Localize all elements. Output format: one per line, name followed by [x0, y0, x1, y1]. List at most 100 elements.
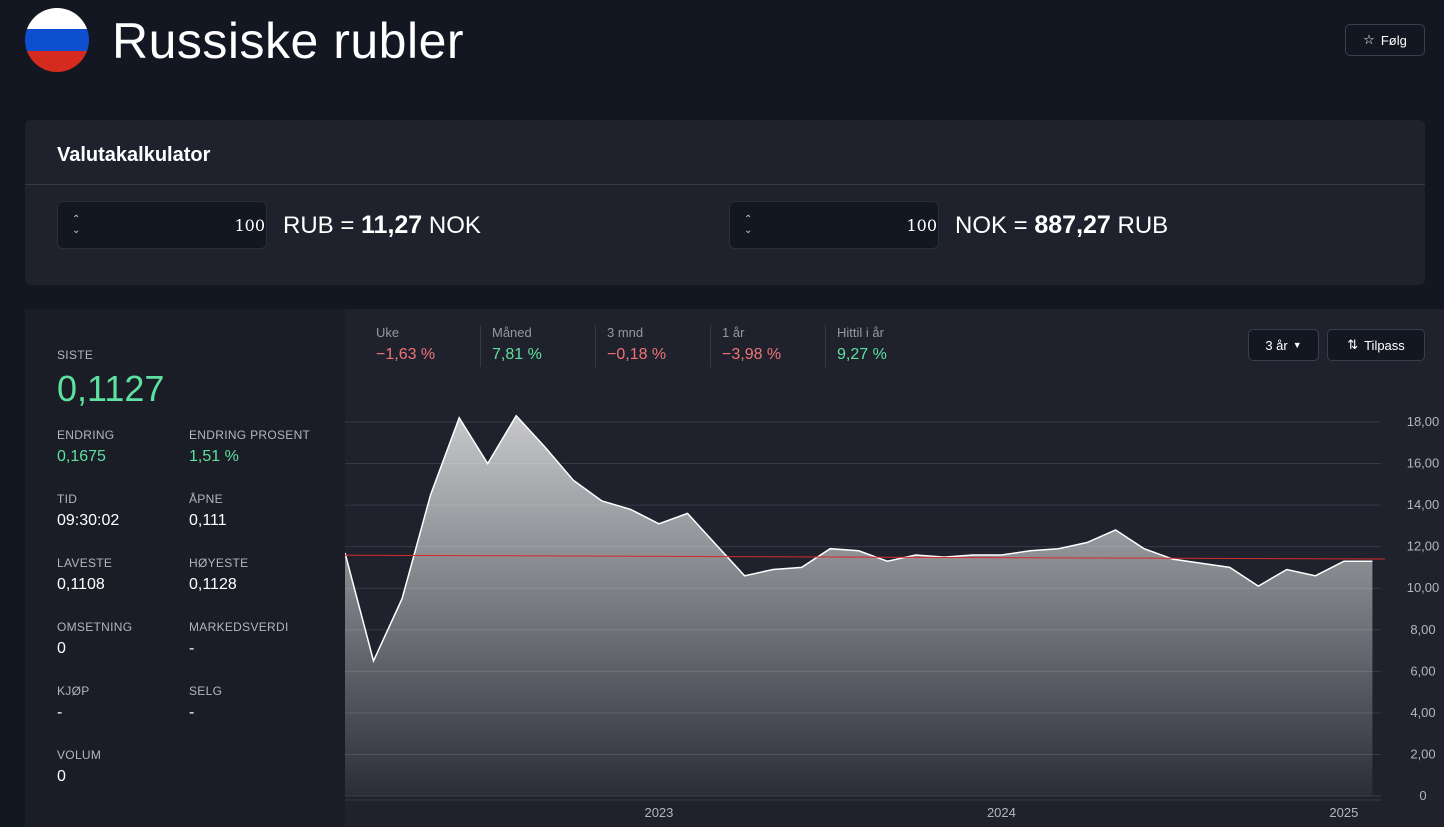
perf-week: Uke −1,63 %: [365, 325, 480, 367]
y-tick-label: 8,00: [1410, 622, 1435, 637]
calculator-divider: [25, 184, 1425, 185]
rub-result-value: 11,27: [361, 210, 423, 239]
rub-amount-value: 100: [234, 216, 265, 235]
stat-hoyeste: HØYESTE 0,1128: [189, 556, 248, 594]
russian-flag-icon: [25, 8, 89, 72]
flag-stripe-blue: [25, 29, 89, 51]
perf-value: −0,18 %: [607, 346, 667, 363]
page-title: Russiske rubler: [112, 13, 465, 69]
stat-markedsverdi: MARKEDSVERDI -: [189, 620, 289, 658]
nok-from-label: NOK =: [955, 211, 1028, 239]
quote-stats-panel: SISTE 0,1127 ENDRING 0,1675 ENDRING PROS…: [25, 309, 345, 827]
page-header: Russiske rubler ☆ Følg: [0, 0, 1444, 100]
time-range-dropdown[interactable]: 3 år ▼: [1248, 329, 1319, 361]
sliders-icon: ⇅: [1347, 337, 1359, 352]
nok-amount-input[interactable]: ⌃ ⌄ 100: [729, 201, 939, 249]
stat-label: VOLUM: [57, 748, 102, 762]
stat-value: -: [189, 704, 195, 721]
stat-label: KJØP: [57, 684, 90, 698]
stat-endring: ENDRING 0,1675: [57, 428, 114, 466]
stat-selg: SELG -: [189, 684, 222, 722]
perf-label: 3 mnd: [607, 325, 644, 340]
stat-value: 0: [57, 640, 66, 657]
stat-label: MARKEDSVERDI: [189, 620, 289, 634]
y-tick-label: 6,00: [1410, 663, 1435, 678]
perf-3-months: 3 mnd −0,18 %: [595, 325, 710, 367]
nok-to-label: RUB: [1117, 211, 1169, 239]
perf-1-year: 1 år −3,98 %: [710, 325, 825, 367]
perf-value: 7,81 %: [492, 346, 542, 363]
follow-button-label: Følg: [1380, 32, 1407, 48]
stat-label: ENDRING: [57, 428, 115, 442]
perf-label: Måned: [492, 325, 532, 340]
stat-label: LAVESTE: [57, 556, 113, 570]
stat-label: HØYESTE: [189, 556, 249, 570]
perf-label: 1 år: [722, 325, 745, 340]
stat-label: ENDRING PROSENT: [189, 428, 311, 442]
x-tick-label: 2023: [644, 805, 673, 820]
calculator-title: Valutakalkulator: [57, 144, 211, 166]
perf-value: −3,98 %: [722, 346, 782, 363]
calculator-row-nok: ⌃ ⌄ 100 NOK = 887,27 RUB: [729, 201, 1168, 249]
currency-calculator: Valutakalkulator ⌃ ⌄ 100 RUB = 11,27 NOK …: [25, 120, 1425, 285]
rub-conversion-result: RUB = 11,27 NOK: [283, 211, 481, 240]
adjust-button-label: Tilpass: [1364, 337, 1405, 353]
stat-label: ÅPNE: [189, 492, 223, 506]
stat-value: 0,1108: [57, 576, 105, 593]
y-tick-label: 16,00: [1407, 456, 1440, 471]
y-tick-label: 14,00: [1407, 497, 1440, 512]
stat-value: 0,1127: [57, 368, 165, 409]
nok-conversion-result: NOK = 887,27 RUB: [955, 211, 1168, 240]
stat-label: OMSETNING: [57, 620, 133, 634]
y-tick-label: 0: [1419, 788, 1426, 803]
perf-label: Uke: [376, 325, 400, 340]
y-tick-label: 2,00: [1410, 746, 1435, 761]
x-tick-label: 2025: [1329, 805, 1358, 820]
stepper-arrows-icon[interactable]: ⌃ ⌄: [744, 214, 753, 236]
caret-down-icon: ▼: [1292, 340, 1302, 350]
x-tick-label: 2024: [987, 805, 1016, 820]
performance-summary: Uke −1,63 % Måned 7,81 % 3 mnd −0,18 % 1…: [365, 325, 940, 367]
stat-value: 1,51 %: [189, 448, 239, 465]
perf-ytd: Hittil i år 9,27 %: [825, 325, 940, 367]
stat-value: -: [189, 640, 195, 657]
calculator-row-rub: ⌃ ⌄ 100 RUB = 11,27 NOK: [57, 201, 481, 249]
perf-value: 9,27 %: [837, 346, 887, 363]
stat-label: TID: [57, 492, 78, 506]
price-line: [345, 414, 1373, 664]
rub-amount-input[interactable]: ⌃ ⌄ 100: [57, 201, 267, 249]
stat-siste: SISTE 0,1127: [57, 348, 164, 410]
flag-stripe-red: [25, 50, 89, 72]
stat-label: SISTE: [57, 348, 94, 362]
nok-amount-value: 100: [906, 216, 937, 235]
price-chart-panel: 0 2,00 4,00 6,00 8,00 10,00 12,00 14,00 16,00 18,…: [345, 309, 1444, 827]
stat-value: 0: [57, 768, 66, 785]
stat-kjop: KJØP -: [57, 684, 90, 722]
star-icon: ☆: [1363, 32, 1375, 47]
stepper-arrows-icon[interactable]: ⌃ ⌄: [72, 214, 81, 236]
stat-value: 0,1128: [189, 576, 237, 593]
perf-label: Hittil i år: [837, 325, 884, 340]
stat-apne: ÅPNE 0,111: [189, 492, 227, 530]
perf-month: Måned 7,81 %: [480, 325, 595, 367]
stat-value: 09:30:02: [57, 512, 120, 529]
stat-volum: VOLUM 0: [57, 748, 101, 786]
y-tick-label: 12,00: [1407, 539, 1440, 554]
price-area-fill: [345, 415, 1373, 796]
stat-laveste: LAVESTE 0,1108: [57, 556, 112, 594]
follow-button[interactable]: ☆ Følg: [1345, 24, 1425, 56]
perf-value: −1,63 %: [376, 346, 436, 363]
y-tick-label: 10,00: [1407, 580, 1440, 595]
flag-stripe-white: [25, 8, 89, 30]
y-tick-label: 18,00: [1407, 414, 1440, 429]
stat-value: -: [57, 704, 63, 721]
stat-endring-prosent: ENDRING PROSENT 1,51 %: [189, 428, 310, 466]
nok-result-value: 887,27: [1034, 210, 1111, 239]
reference-line: [345, 554, 1386, 560]
time-range-label: 3 år: [1265, 337, 1288, 353]
adjust-button[interactable]: ⇅ Tilpass: [1327, 329, 1425, 361]
stat-value: 0,1675: [57, 448, 106, 465]
stat-value: 0,111: [189, 512, 227, 529]
price-chart[interactable]: 0 2,00 4,00 6,00 8,00 10,00 12,00 14,00 16,00 18,…: [345, 309, 1444, 827]
stat-omsetning: OMSETNING 0: [57, 620, 132, 658]
